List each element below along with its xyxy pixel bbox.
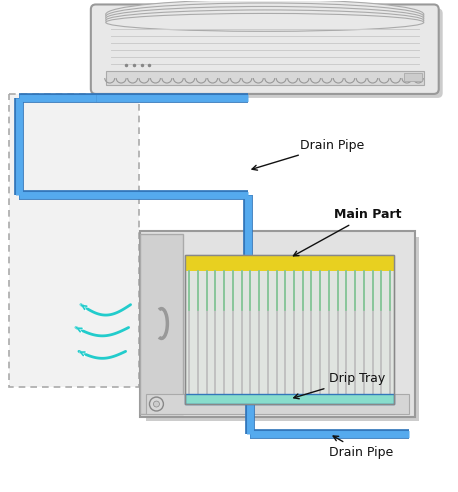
- Bar: [9, 94, 139, 387]
- Bar: [146, 237, 419, 421]
- Ellipse shape: [106, 3, 424, 30]
- Text: Drain Pipe: Drain Pipe: [329, 436, 393, 459]
- Bar: [146, 394, 409, 414]
- Bar: [185, 255, 394, 404]
- Text: Main Part: Main Part: [294, 208, 402, 256]
- Text: Drain Pipe: Drain Pipe: [252, 139, 364, 170]
- FancyBboxPatch shape: [140, 234, 183, 414]
- Circle shape: [149, 397, 164, 411]
- Ellipse shape: [106, 13, 424, 31]
- Circle shape: [153, 401, 159, 407]
- Ellipse shape: [106, 10, 424, 31]
- FancyBboxPatch shape: [91, 4, 439, 94]
- FancyBboxPatch shape: [95, 8, 443, 98]
- Bar: [185, 255, 394, 271]
- Text: Drip Tray: Drip Tray: [294, 372, 386, 399]
- Bar: [404, 73, 422, 81]
- Ellipse shape: [106, 0, 424, 30]
- Bar: [9, 94, 139, 387]
- FancyBboxPatch shape: [140, 231, 415, 417]
- Ellipse shape: [106, 6, 424, 31]
- Bar: [185, 255, 394, 404]
- Bar: [106, 71, 424, 85]
- Bar: [185, 394, 394, 404]
